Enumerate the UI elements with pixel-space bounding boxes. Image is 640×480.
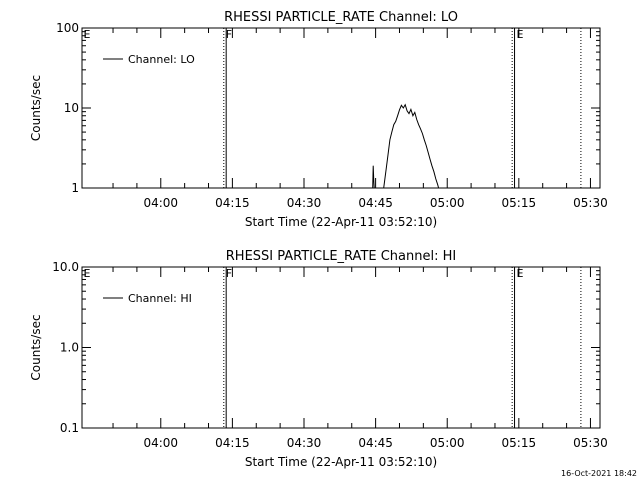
plot-frame <box>81 27 601 189</box>
panel-hi-channel: RHESSI PARTICLE_RATE Channel: HI Start Ti… <box>29 249 608 469</box>
edge-event-label: E <box>83 28 90 41</box>
x-tick-label: 04:00 <box>143 436 178 450</box>
series-line <box>372 103 440 189</box>
y-tick-label: 1.0 <box>60 341 79 355</box>
legend-entry: Channel: HI <box>128 292 192 305</box>
y-tick-label: 100 <box>56 21 79 35</box>
x-tick-label: 05:30 <box>573 436 608 450</box>
event-marker-label: F <box>226 267 232 280</box>
x-tick-label: 04:00 <box>143 196 178 210</box>
x-tick-label: 04:15 <box>215 196 250 210</box>
legend-entry: Channel: LO <box>128 53 195 66</box>
footer-timestamp: 16-Oct-2021 18:42 <box>561 469 637 478</box>
chart-title: RHESSI PARTICLE_RATE Channel: HI <box>226 249 456 264</box>
y-axis-label: Counts/sec <box>29 75 43 141</box>
y-tick-label: 0.1 <box>60 421 79 435</box>
event-marker-label: E <box>517 28 524 41</box>
x-axis-label: Start Time (22-Apr-11 03:52:10) <box>245 455 437 469</box>
x-axis-label: Start Time (22-Apr-11 03:52:10) <box>245 215 437 229</box>
x-tick-label: 04:45 <box>358 196 393 210</box>
x-tick-label: 05:15 <box>502 436 537 450</box>
event-marker-label: E <box>517 267 524 280</box>
chart-title: RHESSI PARTICLE_RATE Channel: LO <box>224 10 458 25</box>
x-tick-label: 04:15 <box>215 436 250 450</box>
x-tick-label: 04:45 <box>358 436 393 450</box>
edge-event-label: E <box>83 267 90 280</box>
panel-lo-channel: RHESSI PARTICLE_RATE Channel: LO Start Ti… <box>29 10 608 229</box>
x-tick-label: 05:30 <box>573 196 608 210</box>
event-marker-label: F <box>226 28 232 41</box>
y-tick-label: 10 <box>64 101 79 115</box>
x-tick-label: 05:15 <box>502 196 537 210</box>
y-tick-label: 1 <box>71 181 79 195</box>
x-tick-label: 04:30 <box>287 436 322 450</box>
y-axis-label: Counts/sec <box>29 314 43 380</box>
x-tick-label: 05:00 <box>430 436 465 450</box>
x-tick-label: 04:30 <box>287 196 322 210</box>
x-tick-label: 05:00 <box>430 196 465 210</box>
y-tick-label: 10.0 <box>52 260 79 274</box>
